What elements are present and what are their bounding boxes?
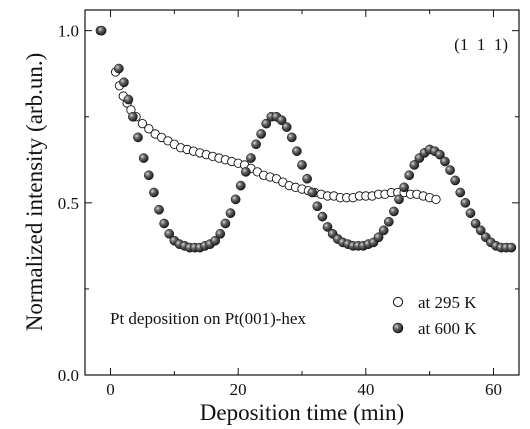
point-600k [225, 208, 236, 219]
x-axis-title: Deposition time (min) [200, 400, 404, 425]
point-600k [399, 182, 409, 193]
y-axis-title: Normalized intensity (arb.un.) [22, 53, 47, 331]
point-600k [389, 206, 399, 217]
series-600k [96, 25, 517, 253]
point-600k [281, 122, 292, 132]
x-tick-label: 20 [230, 380, 247, 399]
point-600k [128, 111, 138, 122]
point-600k [302, 173, 312, 184]
point-295k [144, 124, 154, 134]
annotation-miller-index: (1 1 1) [454, 35, 508, 54]
point-600k [220, 218, 231, 229]
legend-marker-295k [392, 296, 404, 308]
legend: at 295 K at 600 K [392, 293, 477, 338]
point-600k [506, 242, 517, 253]
point-600k [383, 216, 394, 227]
point-600k [113, 63, 124, 74]
legend-label-295k: at 295 K [418, 293, 477, 312]
x-tick-label: 40 [357, 380, 374, 399]
point-600k [317, 211, 328, 222]
legend-item-600k: at 600 K [392, 319, 477, 338]
point-600k [164, 228, 175, 239]
point-600k [119, 77, 129, 88]
annotation-deposition: Pt deposition on Pt(001)-hex [110, 309, 306, 328]
point-600k [154, 204, 164, 215]
point-600k [409, 160, 420, 170]
point-600k [394, 194, 404, 205]
point-600k [435, 149, 445, 160]
point-600k [251, 139, 261, 150]
point-600k [215, 228, 226, 239]
point-600k [292, 146, 302, 157]
point-600k [143, 170, 154, 181]
point-600k [373, 232, 384, 243]
point-600k [276, 115, 287, 126]
point-600k [149, 187, 159, 198]
point-600k [297, 160, 307, 170]
point-600k [440, 156, 450, 167]
point-600k [286, 132, 297, 143]
point-600k [138, 153, 149, 163]
legend-label-600k: at 600 K [418, 319, 477, 338]
point-600k [450, 175, 461, 186]
point-600k [159, 218, 169, 229]
axis-ticks [85, 10, 519, 376]
x-tick-label: 0 [106, 380, 115, 399]
point-295k [137, 118, 148, 129]
point-600k [404, 170, 415, 181]
point-600k [133, 132, 143, 143]
point-600k [256, 129, 267, 139]
point-600k [123, 94, 134, 105]
legend-marker-600k [392, 322, 404, 334]
point-600k [475, 225, 486, 236]
point-600k [465, 208, 476, 219]
y-tick-label: 1.0 [58, 22, 79, 41]
point-600k [307, 187, 318, 198]
point-600k [470, 218, 481, 229]
point-600k [240, 166, 251, 177]
point-600k [230, 194, 241, 205]
legend-item-295k: at 295 K [392, 293, 477, 312]
y-tick-label: 0.0 [58, 366, 79, 385]
y-tick-label: 0.5 [58, 194, 79, 213]
point-600k [261, 118, 272, 129]
point-295k [431, 194, 441, 205]
point-600k [445, 165, 455, 175]
point-600k [322, 222, 333, 232]
point-600k [246, 153, 256, 163]
x-tick-label: 60 [485, 380, 502, 399]
point-600k [455, 187, 466, 198]
point-600k [235, 180, 246, 191]
point-600k [312, 201, 323, 212]
point-600k [210, 235, 221, 246]
point-600k [460, 197, 471, 208]
point-600k [378, 225, 389, 236]
point-600k [96, 25, 107, 36]
tick-labels: 0 20 40 60 0.0 0.5 1.0 [58, 22, 502, 399]
